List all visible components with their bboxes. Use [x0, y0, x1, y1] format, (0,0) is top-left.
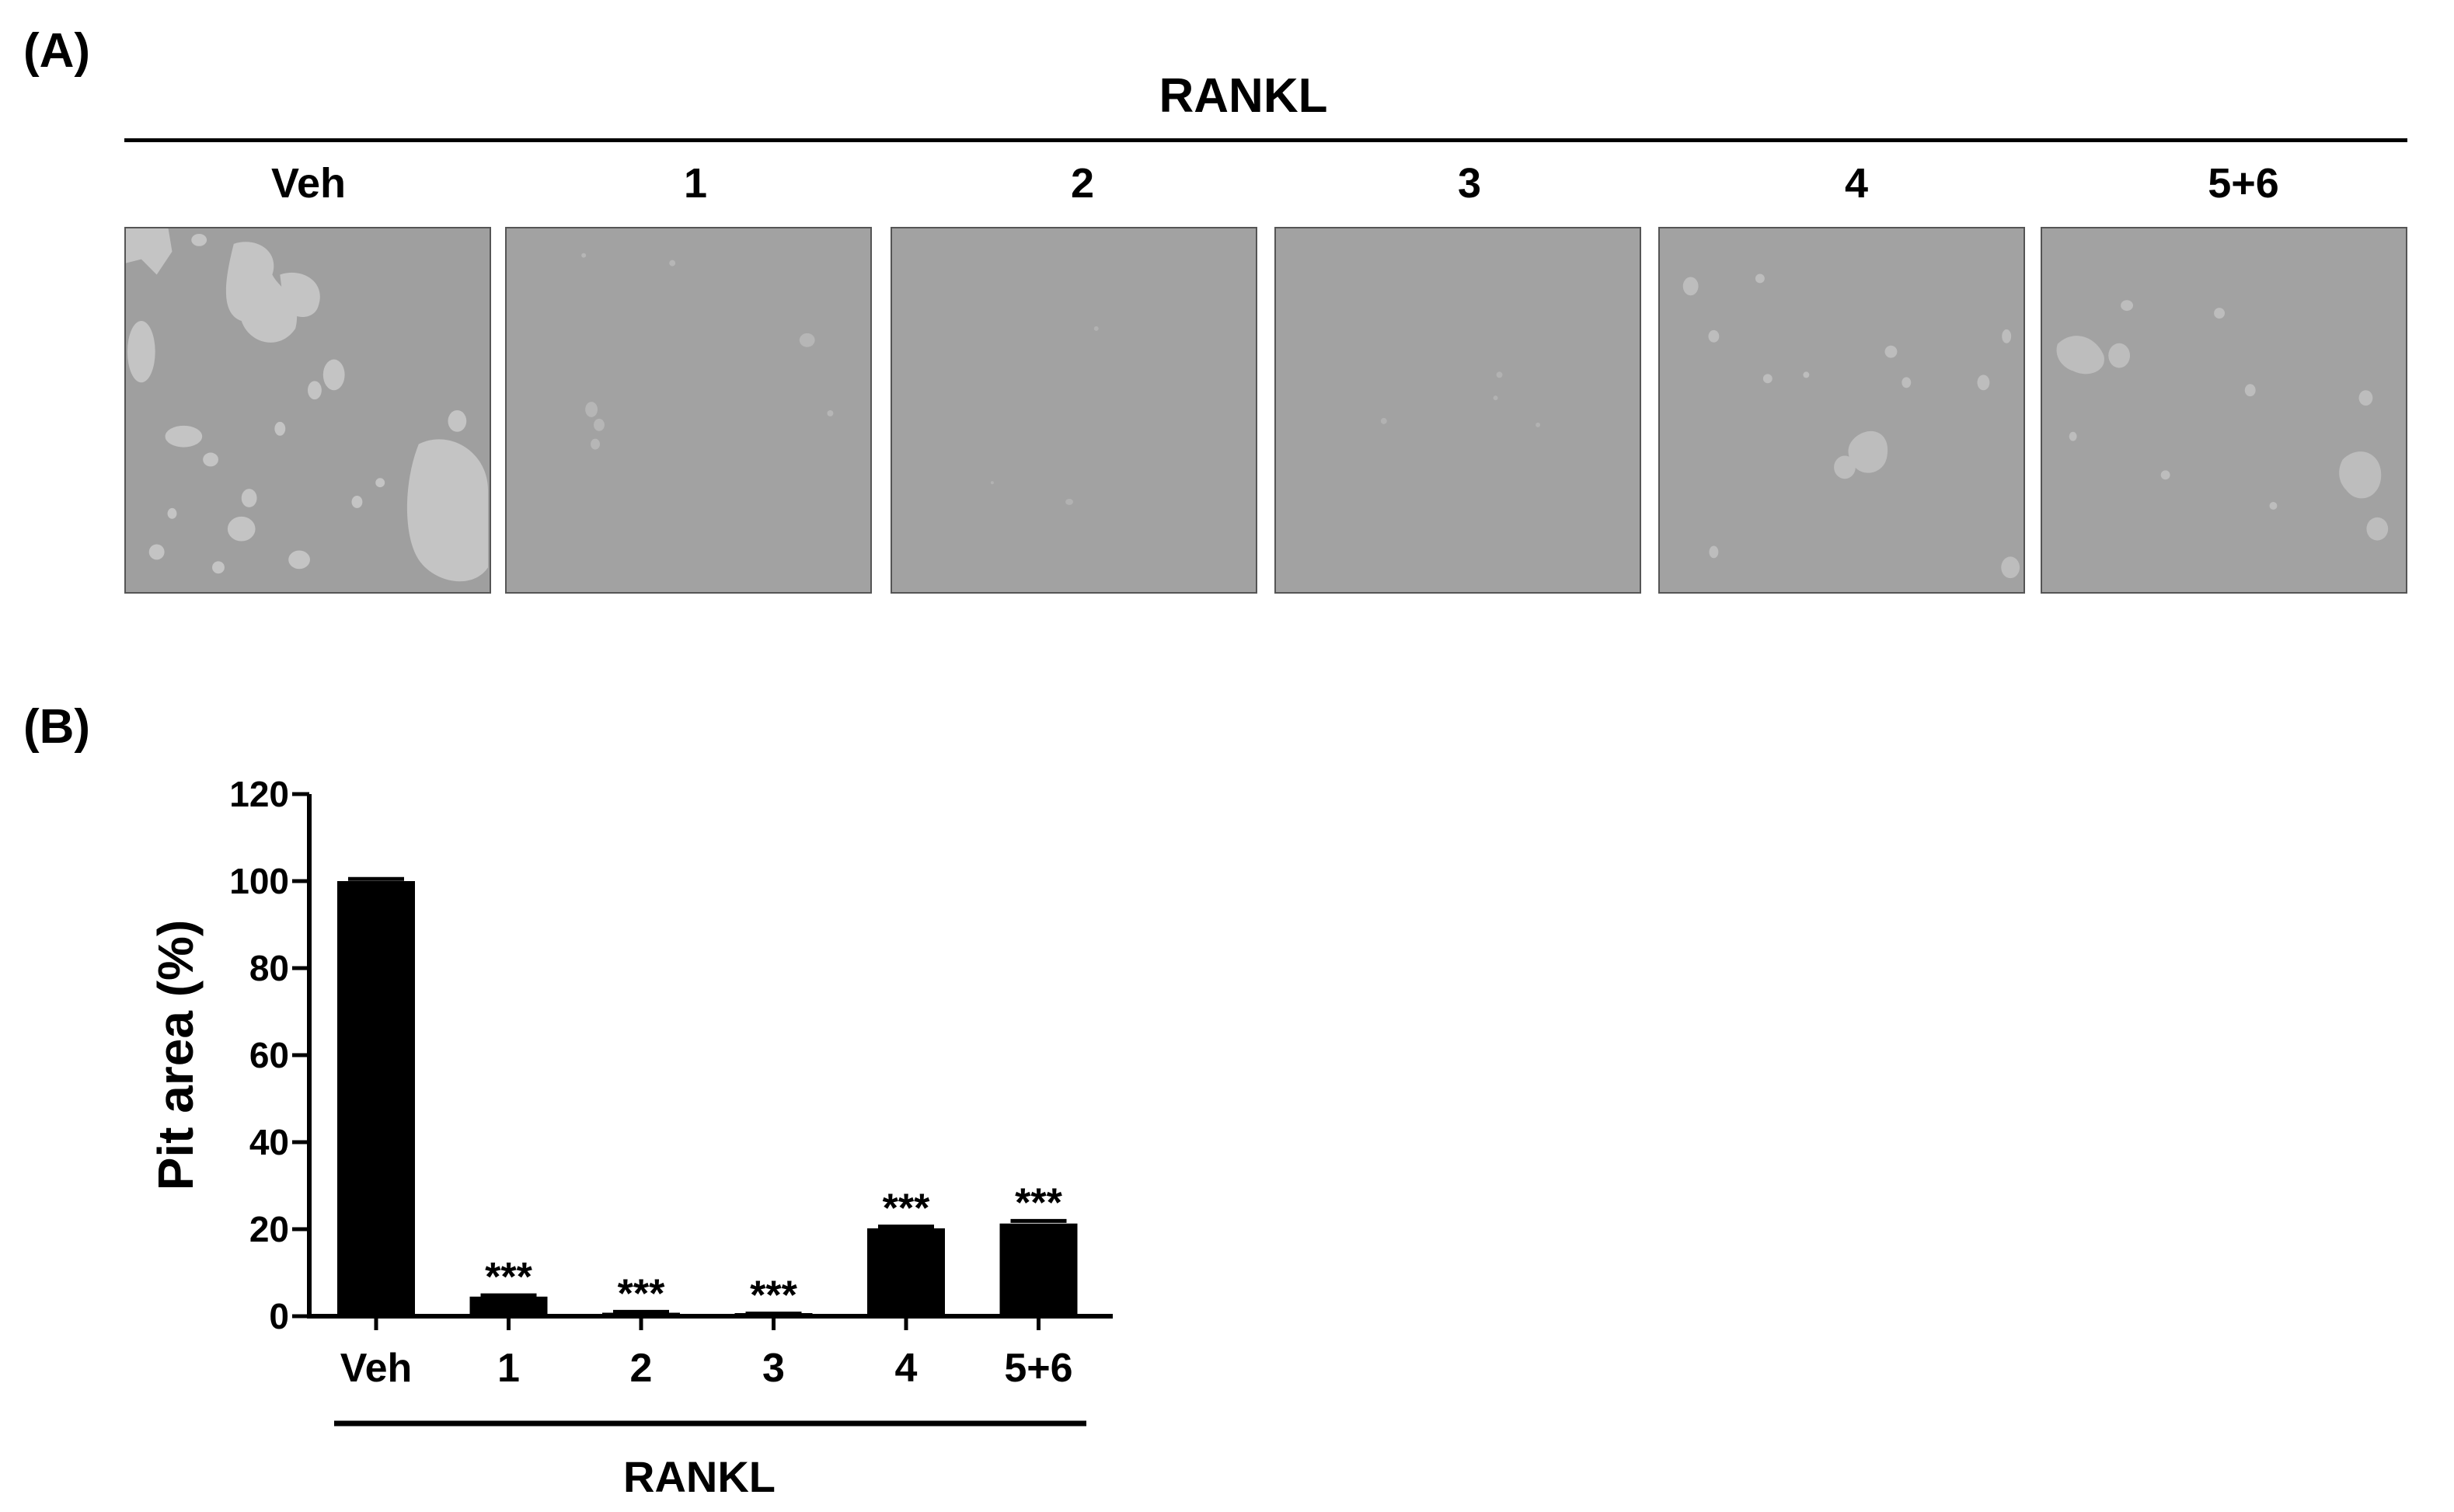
significance-label: *** [883, 1186, 930, 1232]
col-label-3: 3 [1457, 160, 1482, 207]
col-label-5-6: 5+6 [2208, 160, 2279, 207]
y-tick-label: 0 [269, 1296, 289, 1336]
micrograph-4 [1658, 227, 2025, 594]
rankl-group-label: RANKL [1159, 69, 1328, 123]
x-tick-label: 4 [895, 1346, 918, 1391]
col-label-2: 2 [1070, 160, 1095, 207]
panel-b-label: (B) [23, 700, 91, 754]
y-axis-title: Pit area (%) [148, 920, 204, 1191]
chart-axes [292, 792, 1113, 1427]
col-label-veh: Veh [270, 160, 347, 207]
x-tick-label: Veh [340, 1346, 413, 1391]
significance-label: *** [750, 1273, 797, 1319]
significance-label: *** [618, 1271, 665, 1316]
x-tick-label: 5+6 [1004, 1346, 1072, 1391]
x-group-label: RANKL [623, 1452, 776, 1501]
panel-a-label: (A) [23, 24, 91, 78]
bar [999, 1223, 1078, 1316]
y-tick-label: 80 [249, 948, 289, 988]
micrograph-5-6 [2041, 227, 2407, 594]
bar [469, 1296, 548, 1316]
y-tick-label: 20 [249, 1209, 289, 1249]
significance-label: *** [1015, 1180, 1062, 1225]
x-tick-label: 3 [762, 1346, 785, 1391]
x-tick-label: 1 [497, 1346, 520, 1391]
y-tick-label: 120 [229, 774, 289, 814]
bar [337, 881, 415, 1316]
y-tick-label: 100 [229, 861, 289, 901]
chart-bars [337, 876, 1078, 1316]
bar [867, 1228, 945, 1316]
y-tick-label: 40 [249, 1122, 289, 1162]
col-label-1: 1 [683, 160, 708, 207]
micrograph-1 [505, 227, 872, 594]
bar [602, 1312, 680, 1316]
bar-chart: 0 20 40 60 80 100 120 Pit area (%) Veh *** 1 *** 2 **… [148, 774, 1113, 1501]
rankl-group-line [124, 138, 2407, 142]
chart-labels: 0 20 40 60 80 100 120 Pit area (%) Veh *** 1 *** 2 **… [148, 774, 1073, 1501]
col-label-4: 4 [1844, 160, 1869, 207]
y-tick-label: 60 [249, 1035, 289, 1075]
significance-label: *** [485, 1255, 532, 1300]
micrograph-2 [891, 227, 1257, 594]
x-tick-label: 2 [630, 1346, 653, 1391]
micrograph-veh [124, 227, 491, 594]
micrograph-3 [1274, 227, 1641, 594]
